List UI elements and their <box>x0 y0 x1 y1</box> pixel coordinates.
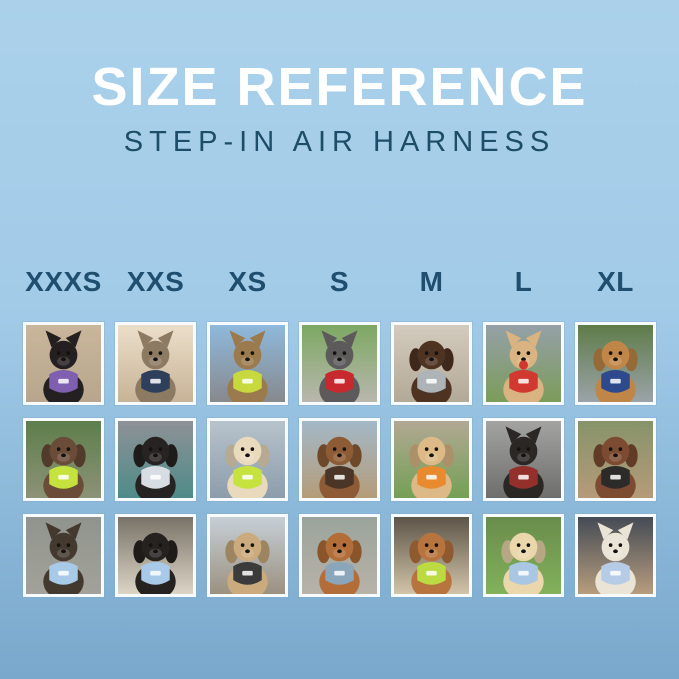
dog-illustration <box>595 522 636 594</box>
size-label-s: S <box>329 266 350 297</box>
pet-photo <box>578 325 653 402</box>
dog-illustration <box>317 436 362 498</box>
photo-cell-xxxs-row2 <box>23 418 104 501</box>
dog-illustration <box>133 532 178 594</box>
pet-photo <box>394 421 469 498</box>
pet-photo <box>486 421 561 498</box>
dog-illustration <box>317 532 362 594</box>
dog-illustration <box>503 426 544 498</box>
cat-illustration <box>43 330 84 402</box>
page-title: SIZE REFERENCE <box>91 57 588 117</box>
photo-cell-s-row3 <box>299 514 380 597</box>
pet-photo <box>302 517 377 594</box>
pet-photo <box>26 517 101 594</box>
photo-cell-xs-row3 <box>207 514 288 597</box>
pet-photo <box>578 421 653 498</box>
dog-illustration <box>225 436 270 498</box>
pet-photo <box>210 517 285 594</box>
size-label-xxs: XXS <box>126 266 185 297</box>
pet-photo <box>118 517 193 594</box>
size-label-xs: XS <box>228 266 267 297</box>
size-label-xxxs: XXXS <box>25 266 102 297</box>
dog-illustration <box>409 532 454 594</box>
photo-cell-xs-row1 <box>207 322 288 405</box>
pet-photo <box>210 325 285 402</box>
dog-illustration <box>501 532 546 594</box>
dog-illustration <box>225 532 270 594</box>
dog-illustration <box>409 340 454 402</box>
size-label-l: L <box>514 266 533 297</box>
pet-photo <box>118 421 193 498</box>
dog-illustration <box>43 522 84 594</box>
pet-photo <box>486 517 561 594</box>
photo-cell-xl-row2 <box>575 418 656 501</box>
photo-cell-l-row3 <box>483 514 564 597</box>
size-label-m: M <box>419 266 444 297</box>
photo-cell-xxs-row1 <box>115 322 196 405</box>
photo-cell-xxs-row2 <box>115 418 196 501</box>
page-subtitle: STEP-IN AIR HARNESS <box>123 126 556 158</box>
dog-illustration <box>409 436 454 498</box>
photo-cell-m-row3 <box>391 514 472 597</box>
photo-cell-xxs-row3 <box>115 514 196 597</box>
pet-photo <box>394 517 469 594</box>
dog-illustration <box>133 436 178 498</box>
photo-cell-xxxs-row3 <box>23 514 104 597</box>
photo-cell-xxxs-row1 <box>23 322 104 405</box>
pet-photo <box>210 421 285 498</box>
pet-photo <box>302 325 377 402</box>
dog-illustration <box>593 436 638 498</box>
photo-grid <box>23 322 656 597</box>
size-label-xl: XL <box>597 266 634 297</box>
dog-illustration <box>593 340 638 402</box>
dog-illustration <box>41 436 86 498</box>
pet-photo <box>26 325 101 402</box>
pet-photo <box>302 421 377 498</box>
pet-photo <box>394 325 469 402</box>
cat-illustration <box>135 330 176 402</box>
photo-cell-m-row2 <box>391 418 472 501</box>
size-header-row: XXXS XXS XS S M L XL <box>23 266 656 298</box>
photo-cell-xs-row2 <box>207 418 288 501</box>
photo-cell-m-row1 <box>391 322 472 405</box>
photo-cell-s-row2 <box>299 418 380 501</box>
pet-photo <box>118 325 193 402</box>
photo-cell-xl-row3 <box>575 514 656 597</box>
pet-photo <box>578 517 653 594</box>
photo-cell-l-row2 <box>483 418 564 501</box>
photo-cell-s-row1 <box>299 322 380 405</box>
pet-photo <box>486 325 561 402</box>
dog-illustration <box>319 330 360 402</box>
photo-cell-l-row1 <box>483 322 564 405</box>
photo-cell-xl-row1 <box>575 322 656 405</box>
cat-illustration <box>227 330 268 402</box>
pet-photo <box>26 421 101 498</box>
dog-illustration <box>503 330 544 402</box>
